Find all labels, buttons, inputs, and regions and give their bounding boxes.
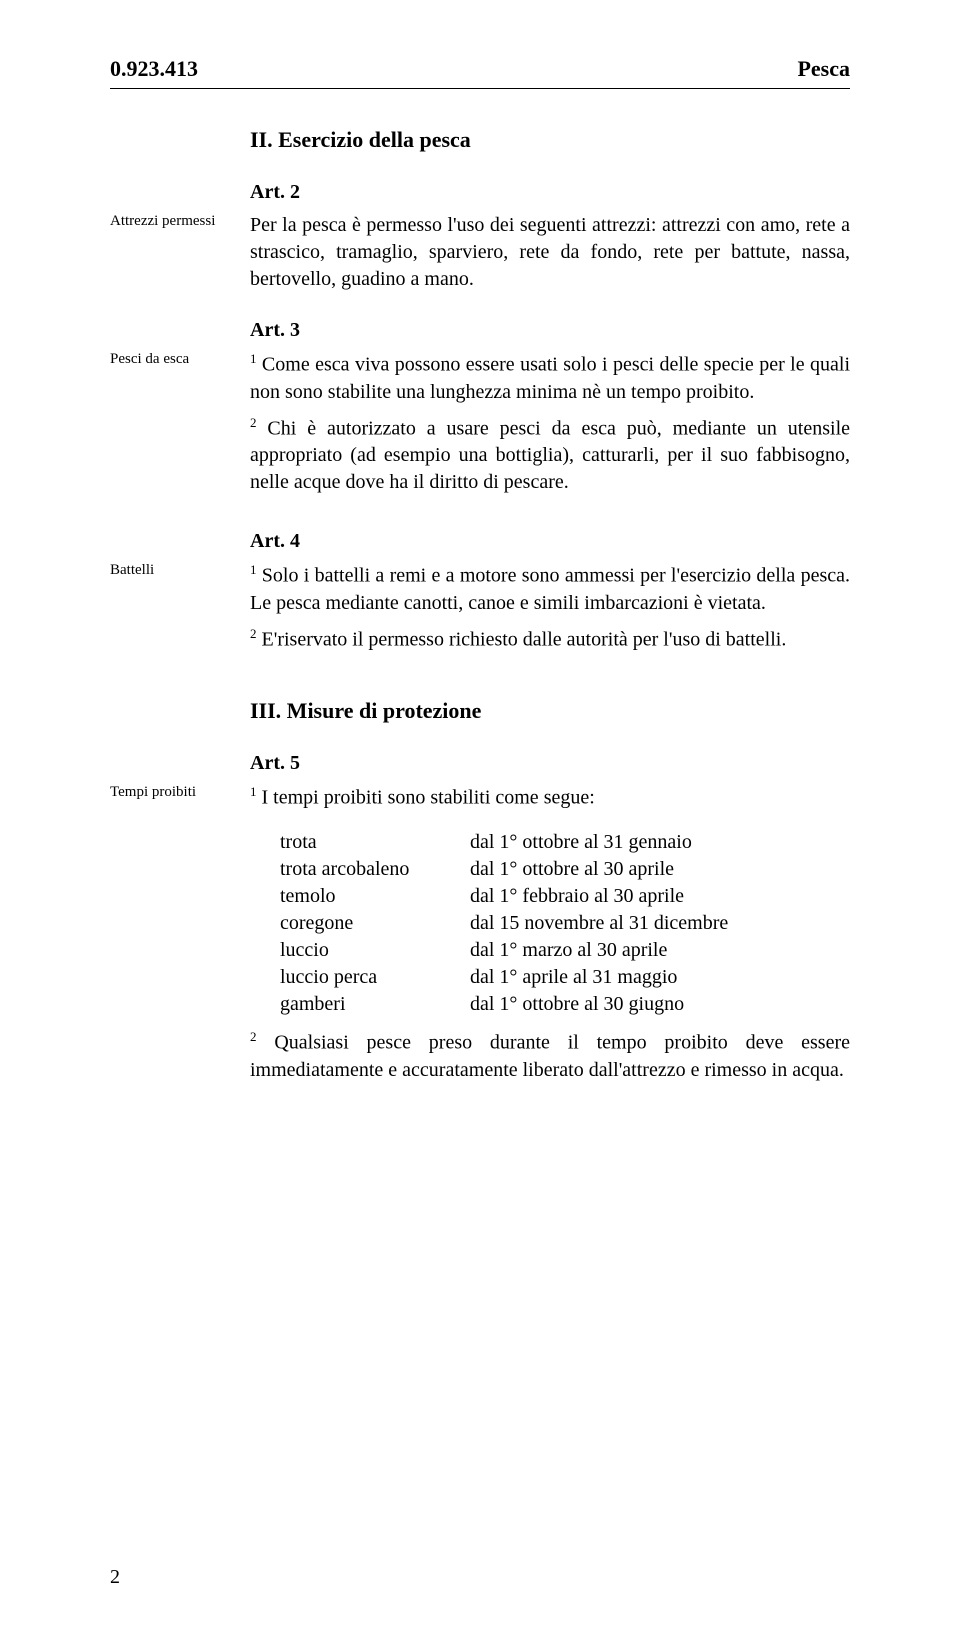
period-cell: dal 1° febbraio al 30 aprile (470, 883, 850, 910)
period-cell: dal 1° marzo al 30 aprile (470, 937, 850, 964)
art5-para2: 2 Qualsiasi pesce preso durante il tempo… (250, 1028, 850, 1084)
art2-margin-label: Attrezzi permessi (110, 212, 250, 293)
art5-table: trotadal 1° ottobre al 31 gennaio trota … (280, 829, 850, 1018)
art3-para1: 1 Come esca viva possono essere usati so… (250, 350, 850, 406)
species-cell: trota arcobaleno (280, 856, 470, 883)
table-row: trotadal 1° ottobre al 31 gennaio (280, 829, 850, 856)
section-iii-title: III. Misure di protezione (250, 698, 850, 724)
table-row: temolodal 1° febbraio al 30 aprile (280, 883, 850, 910)
period-cell: dal 1° aprile al 31 maggio (470, 964, 850, 991)
art3-margin-label: Pesci da esca (110, 350, 250, 504)
section-ii-title: II. Esercizio della pesca (250, 127, 850, 153)
species-cell: temolo (280, 883, 470, 910)
art5-heading: Art. 5 (250, 752, 850, 775)
art4-body: 1 Solo i battelli a remi e a motore sono… (250, 561, 850, 661)
period-cell: dal 1° ottobre al 30 giugno (470, 991, 850, 1018)
doc-number: 0.923.413 (110, 56, 198, 82)
art4-block: Battelli 1 Solo i battelli a remi e a mo… (110, 561, 850, 661)
period-cell: dal 15 novembre al 31 dicembre (470, 910, 850, 937)
art5-block: Tempi proibiti 1 I tempi proibiti sono s… (110, 783, 850, 820)
period-cell: dal 1° ottobre al 31 gennaio (470, 829, 850, 856)
art2-body: Per la pesca è permesso l'uso dei seguen… (250, 212, 850, 293)
species-cell: luccio perca (280, 964, 470, 991)
art2-block: Attrezzi permessi Per la pesca è permess… (110, 212, 850, 293)
art2-heading: Art. 2 (250, 181, 850, 204)
table-row: trota arcobalenodal 1° ottobre al 30 apr… (280, 856, 850, 883)
art5-body: 1 I tempi proibiti sono stabiliti come s… (250, 783, 850, 820)
doc-category: Pesca (797, 56, 850, 82)
art3-para2: 2 Chi è autorizzato a usare pesci da esc… (250, 414, 850, 497)
art4-heading: Art. 4 (250, 530, 850, 553)
table-row: gamberidal 1° ottobre al 30 giugno (280, 991, 850, 1018)
species-cell: luccio (280, 937, 470, 964)
table-row: lucciodal 1° marzo al 30 aprile (280, 937, 850, 964)
art5-intro: 1 I tempi proibiti sono stabiliti come s… (250, 783, 850, 812)
page-header: 0.923.413 Pesca (110, 56, 850, 89)
species-cell: trota (280, 829, 470, 856)
art4-margin-label: Battelli (110, 561, 250, 661)
art5-margin-label: Tempi proibiti (110, 783, 250, 820)
page-number: 2 (110, 1566, 120, 1589)
art3-block: Pesci da esca 1 Come esca viva possono e… (110, 350, 850, 504)
table-row: luccio percadal 1° aprile al 31 maggio (280, 964, 850, 991)
period-cell: dal 1° ottobre al 30 aprile (470, 856, 850, 883)
art4-para1: 1 Solo i battelli a remi e a motore sono… (250, 561, 850, 617)
art5-para2-row: 2 Qualsiasi pesce preso durante il tempo… (110, 1028, 850, 1084)
table-row: coregonedal 15 novembre al 31 dicembre (280, 910, 850, 937)
species-cell: coregone (280, 910, 470, 937)
art4-para2: 2 E'riservato il permesso richiesto dall… (250, 625, 850, 654)
art3-heading: Art. 3 (250, 319, 850, 342)
art3-body: 1 Come esca viva possono essere usati so… (250, 350, 850, 504)
species-cell: gamberi (280, 991, 470, 1018)
